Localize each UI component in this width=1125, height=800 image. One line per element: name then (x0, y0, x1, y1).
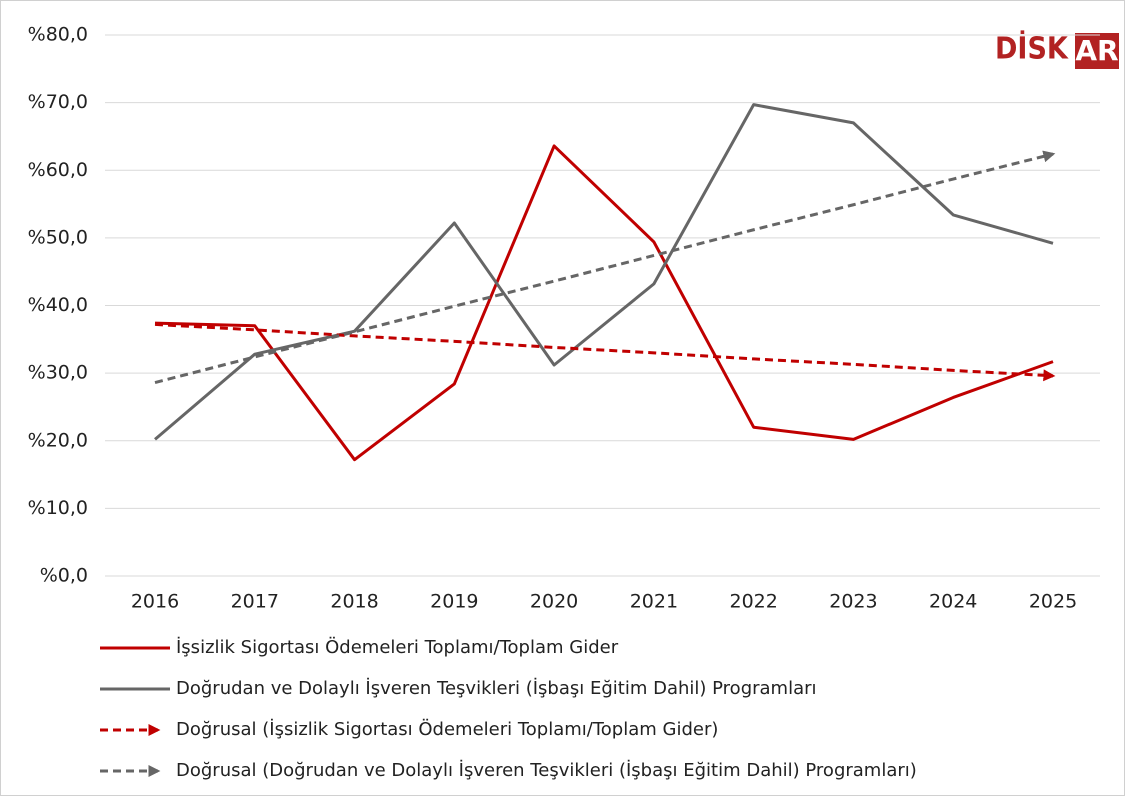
x-tick-label: 2019 (430, 591, 478, 613)
x-tick-label: 2020 (530, 591, 578, 613)
series-line (154, 103, 1054, 441)
y-tick-label: %40,0 (28, 294, 88, 316)
legend-label: Doğrudan ve Dolaylı İşveren Teşvikleri (… (176, 678, 817, 699)
y-tick-label: %80,0 (28, 24, 88, 46)
y-tick-label: %30,0 (28, 362, 88, 384)
x-tick-label: 2021 (630, 591, 678, 613)
y-tick-label: %10,0 (28, 497, 88, 519)
logo-right: AR (1075, 34, 1118, 67)
trend-line (154, 150, 1056, 385)
y-tick-label: %60,0 (28, 159, 88, 181)
logo: DİSK AR (995, 31, 1119, 69)
logo-box (1075, 33, 1119, 69)
legend-label: Doğrusal (İşsizlik Sigortası Ödemeleri T… (176, 718, 718, 740)
x-tick-label: 2023 (829, 591, 877, 613)
y-tick-label: %70,0 (28, 91, 88, 113)
x-tick-label: 2022 (729, 591, 777, 613)
y-tick-label: %20,0 (28, 429, 88, 451)
x-tick-label: 2024 (929, 591, 977, 613)
x-tick-label: 2025 (1029, 591, 1077, 613)
trend-line (154, 322, 1056, 382)
x-tick-label: 2016 (131, 591, 179, 613)
series-line (154, 144, 1054, 462)
legend-label: İşsizlik Sigortası Ödemeleri Toplamı/Top… (176, 636, 619, 658)
legend-label: Doğrusal (Doğrudan ve Dolaylı İşveren Te… (176, 760, 917, 781)
y-tick-label: %50,0 (28, 226, 88, 248)
y-tick-label: %0,0 (40, 565, 88, 587)
x-tick-label: 2018 (330, 591, 378, 613)
x-tick-label: 2017 (231, 591, 279, 613)
logo-left: DİSK (995, 31, 1069, 67)
